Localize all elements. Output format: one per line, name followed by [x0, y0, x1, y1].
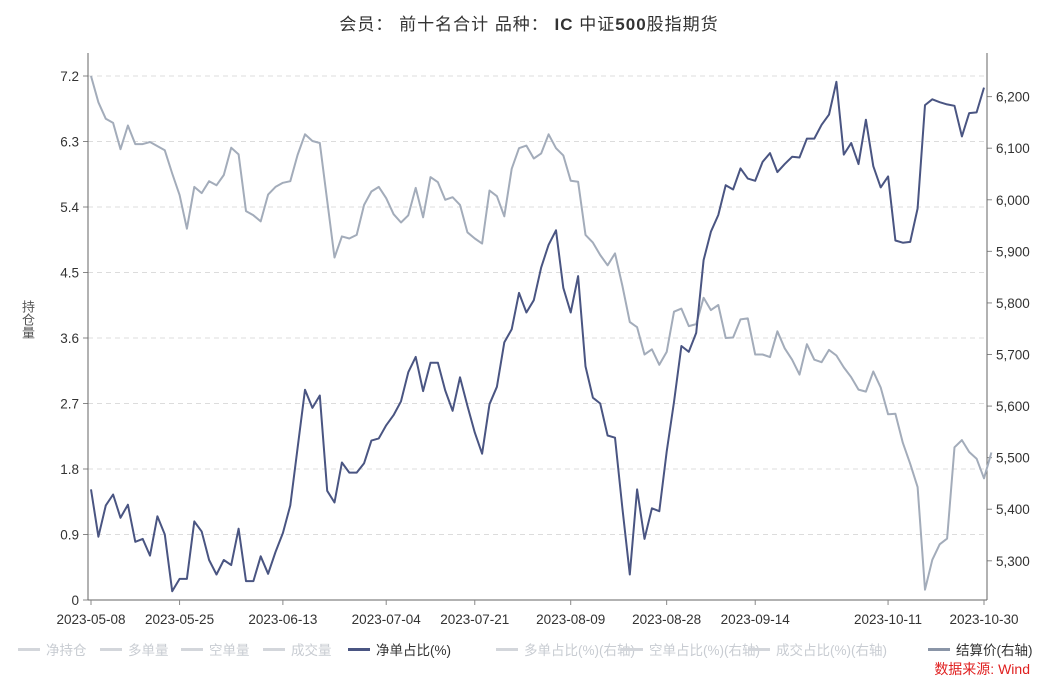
- data-source: 数据来源: Wind: [934, 661, 1030, 677]
- left-tick-label: 1.8: [60, 462, 79, 477]
- x-tick-label: 2023-05-08: [56, 612, 125, 627]
- legend-swatch: [496, 647, 518, 651]
- legend-swatch: [621, 647, 643, 651]
- legend-swatch: [348, 647, 370, 651]
- legend-item[interactable]: 成交占比(%)(右轴): [748, 639, 887, 658]
- legend-swatch: [18, 647, 40, 651]
- legend-label: 空单量: [209, 643, 250, 658]
- legend-item[interactable]: 成交量: [263, 639, 332, 658]
- left-tick-label: 4.5: [60, 266, 79, 281]
- left-tick-label: 0.9: [60, 528, 79, 543]
- right-tick-label: 6,200: [996, 90, 1030, 105]
- net-ratio-line: [90, 80, 985, 593]
- right-tick-label: 5,300: [996, 554, 1030, 569]
- left-tick-label: 7.2: [60, 69, 79, 84]
- right-tick-label: 5,800: [996, 296, 1030, 311]
- x-tick-label: 2023-09-14: [721, 612, 791, 627]
- x-tick-label: 2023-08-09: [536, 612, 605, 627]
- left-tick-label: 5.4: [60, 200, 79, 215]
- legend-item[interactable]: 空单占比(%)(右轴): [621, 639, 760, 658]
- right-tick-label: 6,000: [996, 193, 1030, 208]
- legend-swatch: [100, 647, 122, 651]
- variety-label: 品种：: [494, 15, 549, 34]
- member-value: 前十名合计: [399, 15, 490, 34]
- legend-item[interactable]: 结算价(右轴): [928, 639, 1033, 658]
- variety-name-num: 500: [615, 15, 647, 34]
- left-tick-label: 0: [71, 593, 79, 608]
- legend: 净持仓 多单量 空单量 成交量 净单占比(%) 多单占比(%)(右轴) 空单占比(%)(右轴…: [18, 639, 1048, 659]
- x-tick-label: 2023-10-30: [949, 612, 1018, 627]
- legend-item[interactable]: 净单占比(%): [348, 639, 451, 658]
- left-tick-label: 6.3: [60, 135, 79, 150]
- legend-label: 净持仓: [46, 643, 87, 658]
- legend-label: 多单量: [128, 643, 169, 658]
- variety-code: IC: [554, 15, 574, 34]
- left-tick-label: 3.6: [60, 331, 79, 346]
- right-tick-label: 5,900: [996, 244, 1030, 259]
- legend-item[interactable]: 空单量: [181, 639, 250, 658]
- variety-name-pre: 中证: [579, 15, 616, 34]
- x-tick-label: 2023-05-25: [145, 612, 214, 627]
- right-tick-label: 5,700: [996, 348, 1030, 363]
- x-tick-label: 2023-07-21: [440, 612, 509, 627]
- legend-swatch: [928, 647, 950, 651]
- y-axis-label: 持仓量: [20, 300, 35, 339]
- legend-item[interactable]: 净持仓: [18, 639, 87, 658]
- x-tick-label: 2023-08-28: [632, 612, 701, 627]
- x-tick-label: 2023-10-11: [854, 612, 922, 627]
- member-label: 会员：: [339, 15, 394, 34]
- legend-label: 成交量: [291, 643, 332, 658]
- legend-swatch: [263, 647, 285, 651]
- right-tick-label: 5,500: [996, 451, 1030, 466]
- legend-label: 空单占比(%)(右轴): [649, 643, 760, 658]
- legend-label: 净单占比(%): [376, 643, 451, 658]
- right-tick-label: 6,100: [996, 141, 1030, 156]
- right-tick-label: 5,400: [996, 502, 1030, 517]
- legend-swatch: [181, 647, 203, 651]
- legend-label: 成交占比(%)(右轴): [776, 643, 887, 658]
- x-tick-label: 2023-07-04: [352, 612, 422, 627]
- legend-swatch: [748, 647, 770, 651]
- legend-label: 多单占比(%)(右轴): [524, 643, 635, 658]
- legend-label: 结算价(右轴): [956, 643, 1033, 658]
- legend-item[interactable]: 多单占比(%)(右轴): [496, 639, 635, 658]
- left-tick-label: 2.7: [60, 397, 79, 412]
- variety-name-post: 股指期货: [646, 15, 719, 34]
- chart-title: 会员： 前十名合计 品种： IC 中证500股指期货: [0, 10, 1058, 35]
- legend-item[interactable]: 多单量: [100, 639, 169, 658]
- settlement-price-line: [90, 75, 993, 591]
- x-tick-label: 2023-06-13: [248, 612, 317, 627]
- right-tick-label: 5,600: [996, 399, 1030, 414]
